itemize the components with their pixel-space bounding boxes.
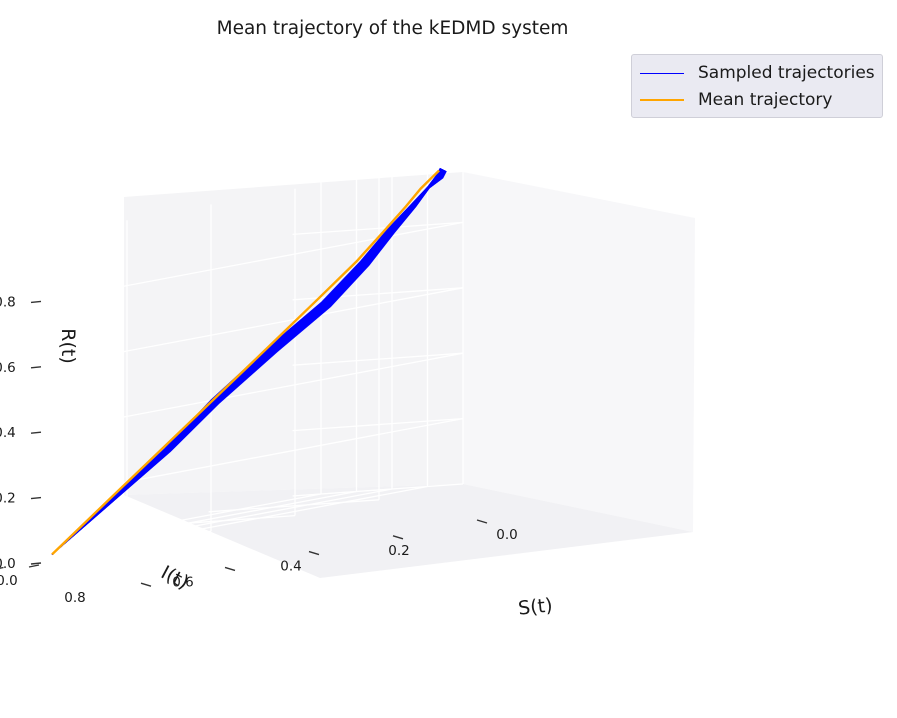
z-tick-mark [30, 431, 42, 434]
grid-lines [0, 157, 464, 567]
z-tick-label: 0.4 [0, 425, 16, 441]
chart-title: Mean trajectory of the kEDMD system [216, 18, 569, 39]
z-tick-label: 0.6 [0, 360, 16, 376]
legend: Sampled trajectories Mean trajectory [631, 54, 883, 118]
z-tick-label: 0.8 [0, 294, 16, 310]
x-tick-mark [308, 550, 320, 556]
x-tick-label: 0.2 [388, 543, 409, 559]
x-tick-mark [392, 535, 404, 540]
sampled-trajectory-line [51, 170, 447, 555]
z-tick-mark [30, 562, 42, 565]
grid-line [292, 221, 464, 236]
pane-back-right [463, 172, 695, 532]
grid-line [292, 287, 464, 301]
grid-line [292, 417, 464, 432]
y-tick-mark [0, 566, 4, 569]
legend-item-sampled: Sampled trajectories [640, 61, 875, 85]
grid-line [0, 490, 357, 560]
grid-line [292, 352, 464, 366]
grid-line [42, 417, 464, 499]
x-tick-mark [224, 566, 236, 572]
legend-label-sampled: Sampled trajectories [698, 63, 875, 83]
z-tick-label: 0.2 [0, 491, 16, 507]
legend-item-mean: Mean trajectory [640, 88, 832, 112]
x-tick-label: 0.4 [280, 559, 301, 575]
z-tick-label: 0.0 [0, 556, 16, 572]
legend-label-mean: Mean trajectory [698, 90, 833, 110]
y-tick-label: 0.0 [0, 573, 18, 589]
y-tick-mark [28, 564, 40, 568]
z-tick-mark [30, 300, 42, 304]
legend-swatch-sampled [640, 72, 684, 74]
x-axis-label: S(t) [517, 594, 553, 619]
grid-line [42, 221, 464, 303]
grid-line [0, 488, 393, 564]
x-tick-mark [476, 519, 488, 524]
z-tick-mark [30, 366, 42, 369]
x-tick-label: 0.0 [496, 527, 517, 543]
axis-labels: S(t)I(t)R(t) [57, 328, 554, 620]
x-tick-label: 0.6 [172, 574, 193, 590]
z-tick-mark [30, 496, 42, 500]
grid-line [0, 546, 128, 557]
grid-line [0, 493, 322, 556]
x-tick-mark [140, 582, 152, 587]
tick-labels: 0.00.20.40.60.80.00.10.20.30.40.00.20.40… [0, 294, 518, 606]
grid-line [42, 287, 464, 368]
legend-swatch-mean [640, 99, 684, 101]
series-layer [51, 167, 447, 556]
mean-trajectory-line [51, 169, 440, 556]
grid-line [7, 485, 428, 567]
grid-line [42, 352, 464, 433]
x-tick-label: 0.8 [64, 590, 85, 606]
z-axis-label: R(t) [57, 328, 79, 363]
